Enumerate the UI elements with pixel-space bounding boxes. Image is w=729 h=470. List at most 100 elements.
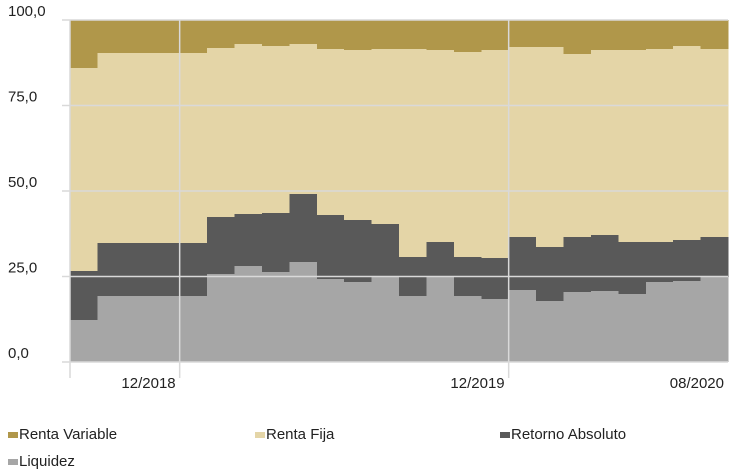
step-segment: [700, 276, 729, 362]
step-segment: [590, 50, 619, 236]
legend-label: Retorno Absoluto: [511, 426, 626, 443]
y-tick-label: 50,0: [8, 174, 37, 191]
step-segment: [207, 216, 236, 275]
step-segment: [700, 20, 729, 50]
step-segment: [618, 293, 647, 362]
step-segment: [453, 20, 482, 53]
step-segment: [645, 281, 674, 362]
step-segment: [536, 20, 565, 48]
legend-label: Liquidez: [19, 453, 75, 470]
step-segment: [179, 295, 208, 362]
step-segment: [371, 49, 400, 224]
step-segment: [618, 20, 647, 51]
step-segment: [399, 20, 428, 50]
step-segment: [70, 67, 99, 272]
step-segment: [618, 241, 647, 294]
step-segment: [700, 237, 729, 277]
step-segment: [179, 242, 208, 296]
step-segment: [618, 50, 647, 242]
step-segment: [152, 295, 181, 362]
step-segment: [97, 20, 126, 53]
step-segment: [508, 237, 537, 290]
step-segment: [234, 265, 263, 362]
step-segment: [371, 276, 400, 362]
step-segment: [563, 20, 592, 55]
legend-label: Renta Fija: [266, 426, 335, 443]
x-tick-label: 12/2018: [121, 375, 175, 392]
step-segment: [97, 295, 126, 362]
step-segment: [645, 20, 674, 50]
step-segment: [207, 20, 236, 49]
step-segment: [536, 47, 565, 248]
y-tick-label: 0,0: [8, 345, 29, 362]
step-segment: [673, 45, 702, 240]
y-tick-label: 25,0: [8, 259, 37, 276]
step-segment: [508, 289, 537, 362]
step-segment: [289, 194, 318, 263]
step-segment: [124, 52, 153, 243]
step-segment: [70, 271, 99, 320]
step-segment: [289, 262, 318, 362]
step-segment: [590, 20, 619, 51]
step-segment: [481, 50, 510, 259]
step-segment: [700, 49, 729, 238]
step-segment: [261, 20, 290, 46]
step-segment: [97, 52, 126, 243]
step-segment: [344, 20, 373, 51]
step-segment: [673, 20, 702, 46]
step-segment: [645, 241, 674, 282]
step-segment: [645, 49, 674, 242]
step-segment: [481, 299, 510, 362]
step-segment: [261, 212, 290, 273]
step-segment: [344, 220, 373, 282]
legend-swatch: [500, 432, 510, 438]
step-segment: [179, 20, 208, 53]
step-segment: [316, 20, 345, 50]
step-segment: [563, 291, 592, 362]
step-segment: [179, 52, 208, 243]
step-segment: [316, 214, 345, 279]
step-segment: [426, 276, 455, 362]
step-segment: [590, 235, 619, 291]
step-segment: [152, 52, 181, 243]
x-tick-label: 12/2019: [450, 375, 504, 392]
step-segment: [508, 47, 537, 238]
step-segment: [97, 242, 126, 296]
step-segment: [371, 20, 400, 50]
step-segment: [563, 54, 592, 238]
step-segment: [399, 49, 428, 258]
step-segment: [316, 278, 345, 362]
step-segment: [481, 20, 510, 51]
step-segment: [70, 20, 99, 68]
step-segment: [673, 239, 702, 281]
step-segment: [207, 48, 236, 217]
step-segment: [124, 242, 153, 296]
step-segment: [590, 290, 619, 362]
step-segment: [289, 43, 318, 195]
step-segment: [152, 20, 181, 53]
step-segment: [453, 295, 482, 362]
step-segment: [563, 237, 592, 292]
legend-swatch: [8, 432, 18, 438]
legend-swatch: [255, 432, 265, 438]
x-tick-label: 08/2020: [670, 375, 724, 392]
step-segment: [453, 52, 482, 258]
step-segment: [426, 50, 455, 242]
step-segment: [261, 272, 290, 362]
step-segment: [70, 319, 99, 362]
step-segment: [261, 45, 290, 213]
step-segment: [426, 241, 455, 277]
step-segment: [207, 274, 236, 362]
legend-swatch: [8, 459, 18, 465]
step-segment: [234, 20, 263, 44]
step-segment: [152, 242, 181, 296]
step-segment: [673, 280, 702, 362]
step-segment: [124, 295, 153, 362]
step-segment: [316, 49, 345, 215]
step-segment: [371, 223, 400, 277]
y-tick-label: 100,0: [8, 3, 46, 20]
step-segment: [344, 281, 373, 362]
step-segment: [536, 301, 565, 362]
